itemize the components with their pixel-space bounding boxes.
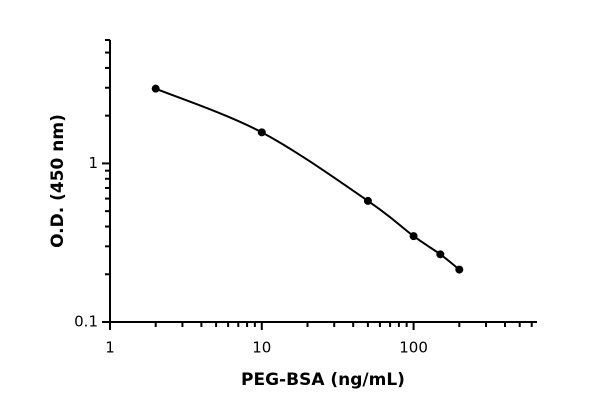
data-point [436, 250, 445, 259]
y-axis-label: O.D. (450 nm) [48, 114, 68, 248]
x-tick-label: 100 [399, 339, 428, 357]
x-tick-label: 1 [105, 339, 115, 357]
fit-curve [155, 87, 460, 271]
data-point [151, 84, 160, 93]
data-point [409, 232, 418, 241]
data-point [363, 196, 372, 205]
y-tick-label: 0.1 [74, 313, 98, 331]
y-tick-label: 1 [88, 154, 98, 172]
x-axis-label: PEG-BSA (ng/mL) [241, 370, 405, 390]
data-point [455, 265, 464, 274]
x-tick-label: 10 [252, 339, 271, 357]
data-point [257, 128, 266, 137]
